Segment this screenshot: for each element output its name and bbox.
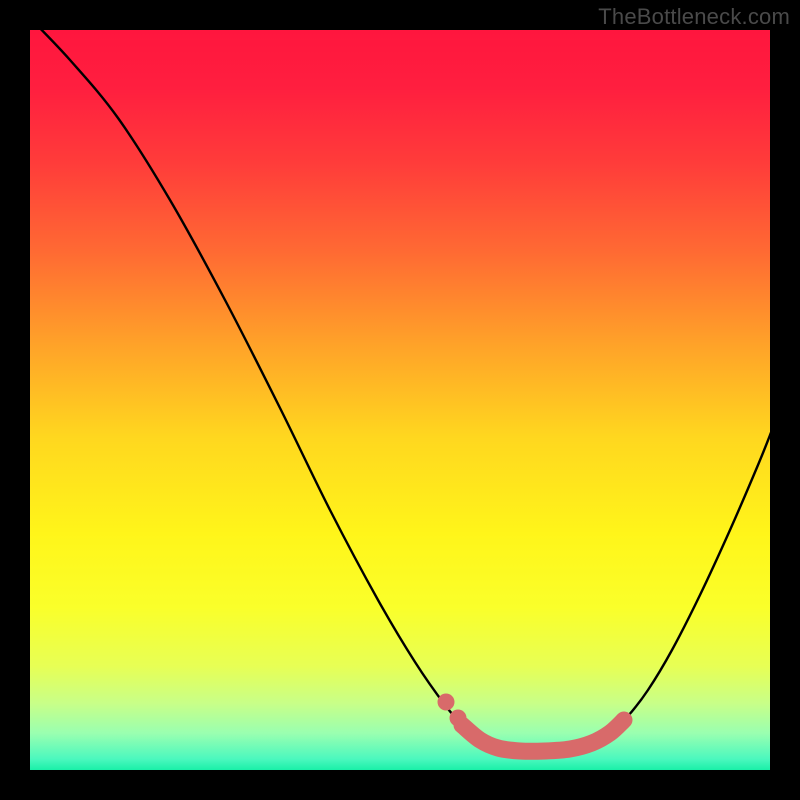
highlight-dot [450, 710, 467, 727]
watermark-text: TheBottleneck.com [598, 4, 790, 30]
chart-background [30, 30, 770, 770]
chart-stage: TheBottleneck.com [0, 0, 800, 800]
highlight-dot [438, 694, 455, 711]
chart-svg [0, 0, 800, 800]
